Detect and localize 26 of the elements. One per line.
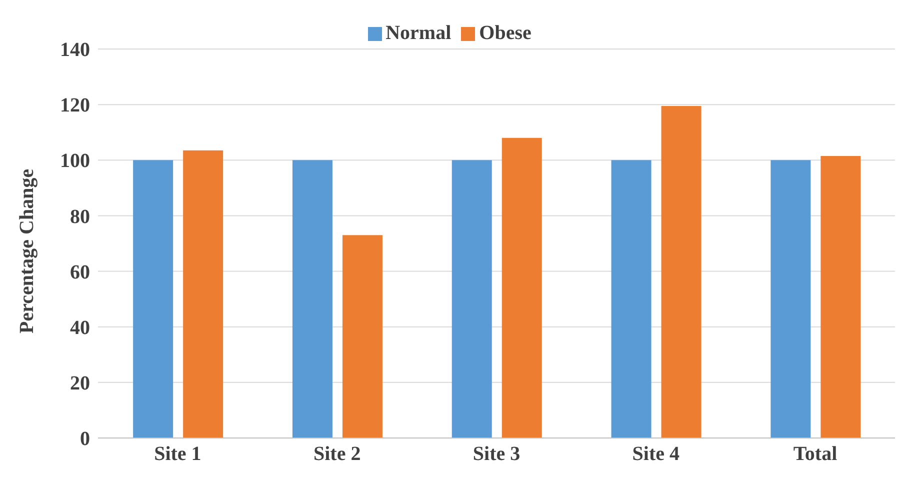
y-tick-label: 140	[60, 39, 90, 62]
x-tick-label: Site 3	[472, 443, 520, 466]
bar	[183, 150, 224, 438]
y-tick-label: 120	[60, 94, 90, 117]
x-tick-label: Site 1	[154, 443, 202, 466]
bar	[342, 235, 382, 438]
bar	[661, 106, 702, 438]
y-axis-title: Percentage Change	[16, 168, 38, 334]
legend-label: Normal	[386, 22, 452, 44]
y-tick-label: 60	[70, 261, 90, 284]
y-tick-label: 20	[70, 372, 90, 395]
bar	[452, 160, 492, 438]
bar	[611, 160, 652, 438]
bar	[770, 160, 811, 438]
y-tick-label: 80	[70, 206, 90, 228]
bar	[133, 160, 174, 438]
y-tick-label: 40	[70, 316, 90, 339]
bar	[820, 156, 861, 438]
y-tick-label: 100	[60, 150, 90, 172]
x-tick-label: Site 4	[632, 443, 680, 466]
legend-label: Obese	[479, 22, 532, 44]
bar	[502, 138, 542, 438]
bar	[292, 160, 332, 438]
x-tick-label: Total	[793, 443, 838, 466]
x-tick-label: Site 2	[313, 443, 361, 466]
y-tick-label: 0	[80, 428, 90, 450]
